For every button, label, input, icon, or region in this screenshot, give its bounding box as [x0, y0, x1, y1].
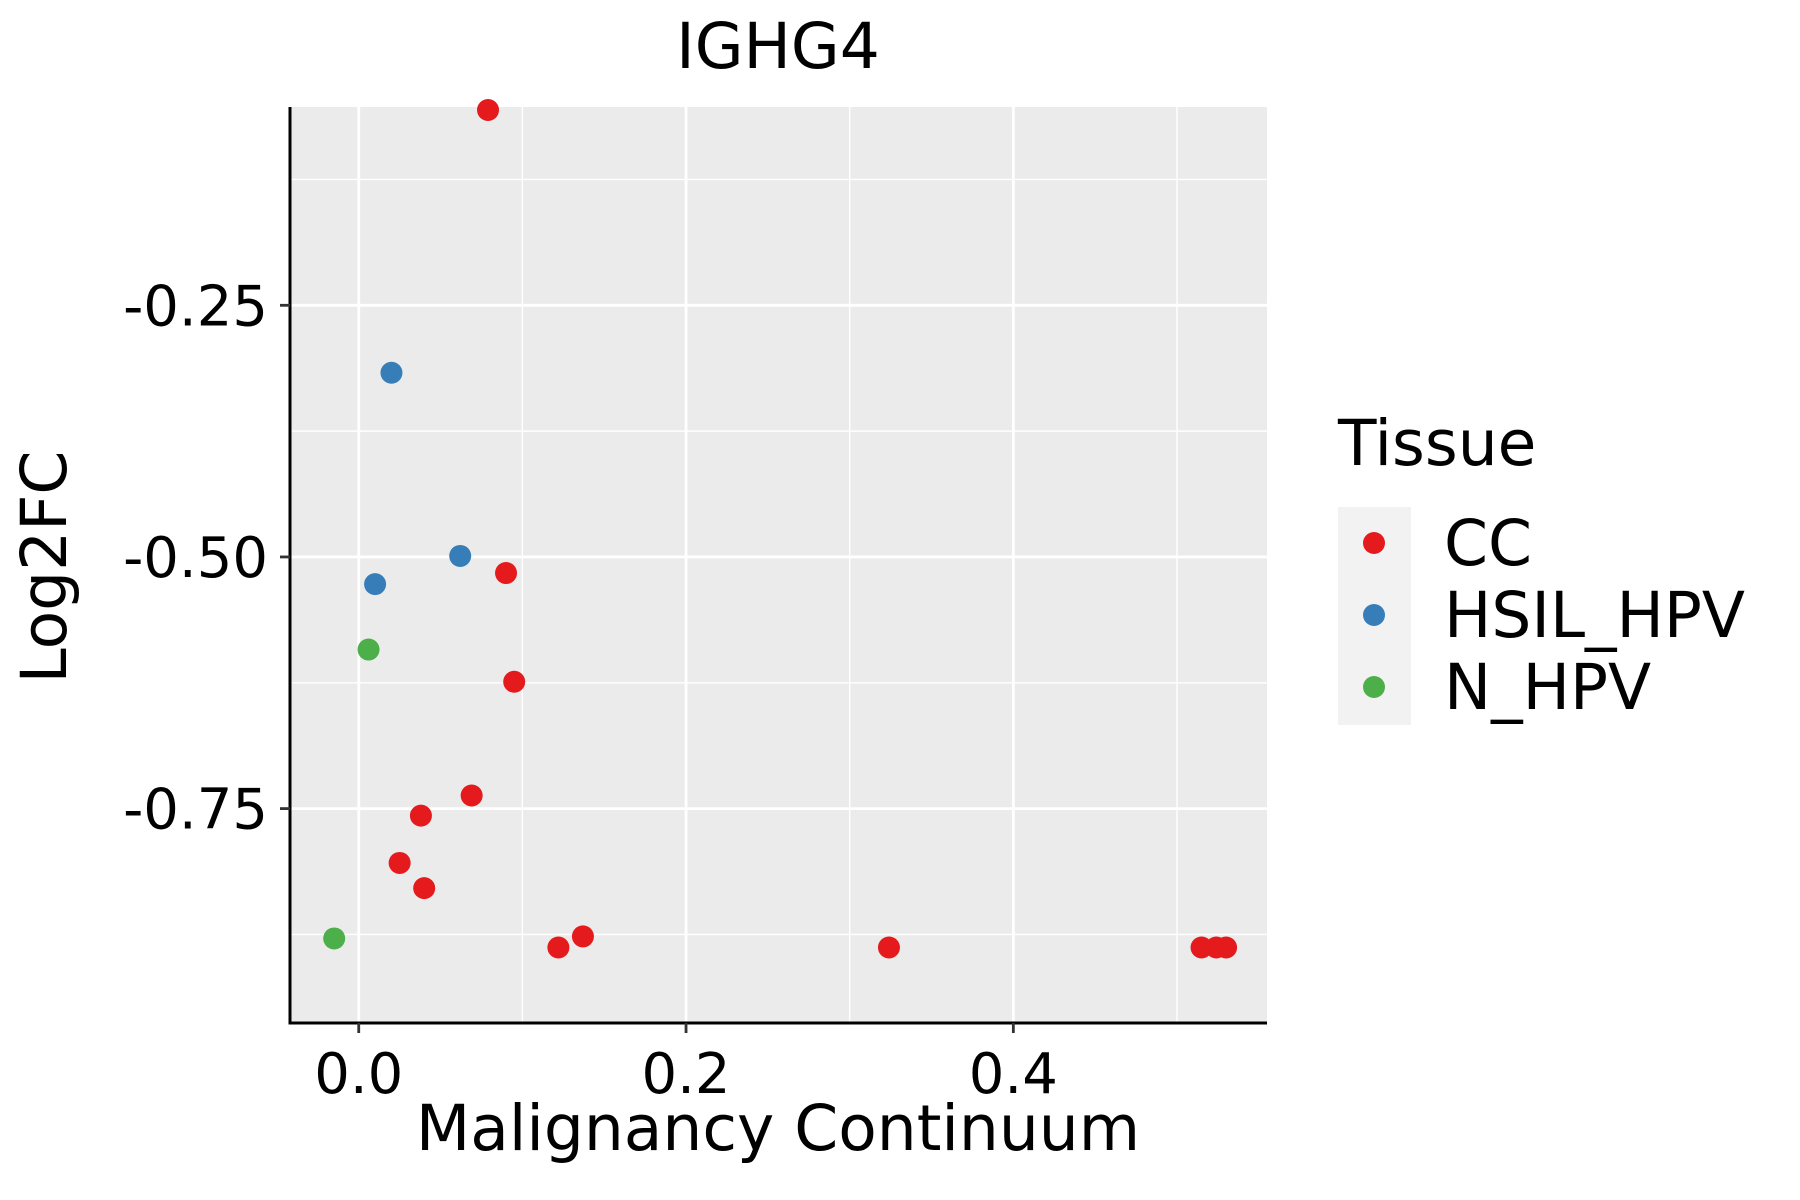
data-point-cc [388, 851, 411, 874]
legend-label: CC [1444, 507, 1532, 580]
x-tick-label: 0.2 [642, 1042, 731, 1107]
legend-key-n-hpv [1363, 676, 1385, 698]
y-tick-label: -0.25 [123, 274, 268, 339]
plot-panel-background [290, 107, 1267, 1023]
data-point-cc [413, 877, 436, 900]
data-point-n-hpv [323, 927, 346, 950]
legend-label: N_HPV [1444, 651, 1651, 724]
data-point-cc [409, 804, 432, 827]
data-point-cc [495, 562, 518, 585]
x-tick-label: 0.4 [969, 1042, 1058, 1107]
data-point-cc [460, 784, 483, 807]
legend-key-hsil-hpv [1363, 604, 1385, 626]
data-point-cc [477, 99, 500, 122]
data-point-cc [503, 670, 526, 693]
y-tick-label: -0.50 [123, 526, 268, 591]
data-point-hsil-hpv [449, 544, 472, 567]
tick-labels: 0.0 0.2 0.4 -0.25 -0.50 -0.75 [123, 274, 1058, 1107]
data-point-cc [571, 925, 594, 948]
data-point-cc [1215, 936, 1238, 959]
legend-key-cc [1363, 532, 1385, 554]
data-point-cc [547, 936, 570, 959]
x-axis-title: Malignancy Continuum [416, 1092, 1140, 1165]
legend-title: Tissue [1337, 407, 1536, 480]
data-points [323, 99, 1238, 959]
legend-label: HSIL_HPV [1444, 579, 1745, 652]
y-axis-title: Log2FC [8, 451, 81, 684]
chart-title: IGHG4 [676, 10, 880, 83]
x-tick-label: 0.0 [314, 1042, 403, 1107]
data-point-hsil-hpv [364, 573, 387, 596]
y-tick-label: -0.75 [123, 778, 268, 843]
data-point-n-hpv [357, 638, 380, 661]
data-point-hsil-hpv [380, 361, 403, 384]
axes [280, 107, 1267, 1033]
data-point-cc [877, 936, 900, 959]
